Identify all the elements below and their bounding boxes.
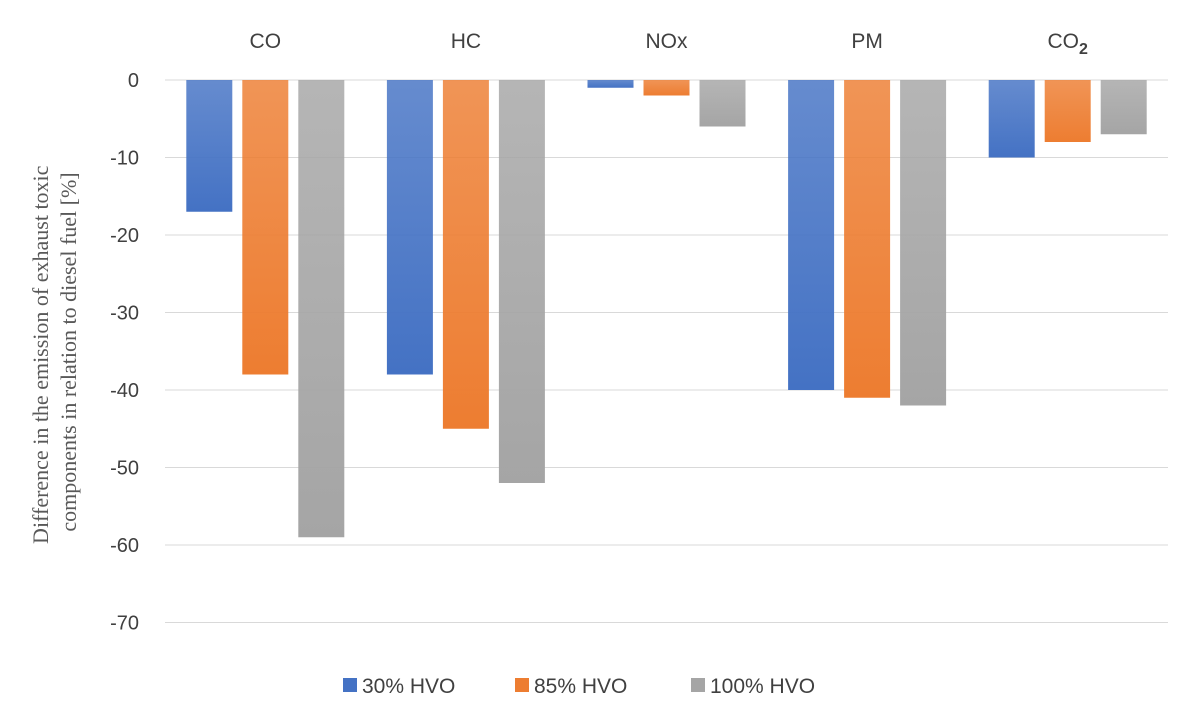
y-axis-ticks: 0 -10 -20 -30 -40 -50 -60 -70 [110,70,139,635]
bar [442,80,489,429]
legend-label: 100% HVO [710,675,815,698]
bar [1044,80,1091,142]
legend-swatch [515,678,529,692]
category-label: CO2 [1047,30,1088,58]
bar [1100,80,1147,135]
bar [988,80,1035,158]
y-tick-label: -50 [110,458,139,480]
bar [788,80,835,390]
y-axis-label: Difference in the emission of exhaust to… [28,160,81,544]
y-tick-label: -70 [110,613,139,635]
bar [587,80,634,88]
legend: 30% HVO 85% HVO 100% HVO [343,675,815,698]
category-label: NOx [646,30,689,53]
bar [699,80,746,127]
bar [844,80,891,398]
bar [498,80,545,483]
bar [386,80,433,375]
bar [900,80,947,406]
y-tick-label: -30 [110,303,139,325]
legend-label: 85% HVO [534,675,627,698]
bars [186,80,1147,538]
legend-label: 30% HVO [362,675,455,698]
bar [242,80,289,375]
bar [643,80,690,96]
bar [186,80,233,212]
category-label: HC [451,30,481,53]
category-subscript: 2 [1079,41,1088,58]
y-tick-label: -10 [110,148,139,170]
y-tick-label: -40 [110,380,139,402]
bar [298,80,345,538]
y-tick-label: -60 [110,535,139,557]
legend-swatch [343,678,357,692]
category-label: CO [250,30,282,53]
category-label: PM [851,30,883,53]
y-tick-label: -20 [110,225,139,247]
legend-swatch [691,678,705,692]
category-labels: CO HC NOx PM CO2 [250,30,1088,58]
y-tick-label: 0 [128,70,139,92]
